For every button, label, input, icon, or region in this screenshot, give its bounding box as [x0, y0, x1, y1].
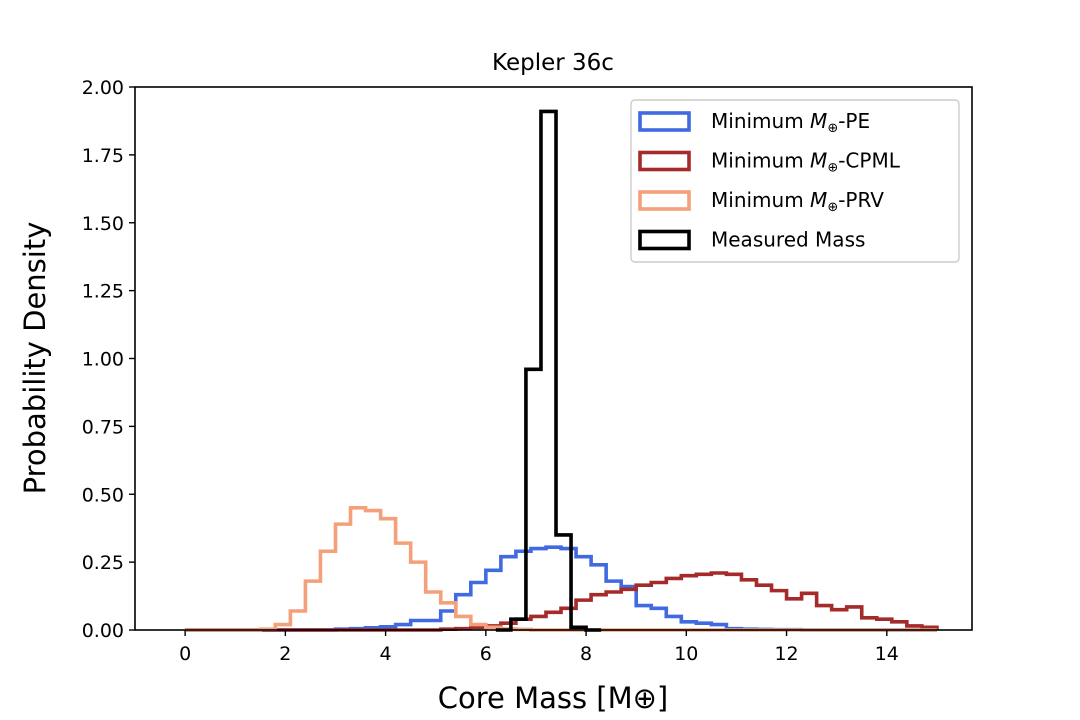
y-axis: 0.00 0.25 0.50 0.75 1.00 1.25 1.50 1.75 2.00	[82, 77, 135, 642]
y-tick-label: 0.75	[82, 416, 124, 438]
legend-label-math: M	[810, 109, 827, 133]
legend-swatch-3	[638, 229, 691, 251]
y-tick-label: 1.25	[82, 281, 124, 303]
legend-label-prefix: Minimum	[711, 188, 810, 212]
x-tick-label: 4	[380, 643, 392, 665]
series-0-histogram	[185, 545, 937, 632]
x-tick-label: 14	[875, 643, 899, 665]
x-axis-label: Core Mass [M⊕]	[438, 681, 669, 715]
chart-title: Kepler 36c	[492, 50, 614, 76]
legend-label-1: Minimum M⊕-CPML	[711, 149, 901, 176]
y-tick-label: 1.50	[82, 213, 124, 235]
y-tick-label: 1.00	[82, 349, 124, 371]
legend-label-prefix: Minimum	[711, 109, 810, 133]
legend-swatch-2	[638, 190, 691, 211]
y-tick-label: 0.00	[82, 620, 124, 642]
legend-label-suffix: -PRV	[838, 188, 884, 212]
legend-label-prefix: Measured Mass	[711, 228, 865, 252]
series-3-histogram	[495, 109, 602, 632]
x-tick-label: 2	[279, 643, 291, 665]
legend-label-suffix: -CPML	[838, 149, 900, 173]
x-tick-label: 10	[674, 643, 698, 665]
legend-label-2: Minimum M⊕-PRV	[711, 188, 884, 215]
y-axis-label: Probability Density	[18, 222, 52, 495]
y-tick-label: 0.50	[82, 484, 124, 506]
series-1-histogram	[185, 571, 939, 632]
legend-label-0: Minimum M⊕-PE	[711, 109, 870, 136]
legend-label-suffix: -PE	[838, 109, 870, 133]
legend-label-sub: ⊕	[827, 161, 838, 176]
legend-label-math: M	[810, 149, 827, 173]
x-tick-label: 6	[480, 643, 492, 665]
y-tick-label: 2.00	[82, 77, 124, 99]
legend-swatch-0	[638, 111, 691, 132]
x-tick-label: 8	[580, 643, 592, 665]
legend-swatch-1	[638, 150, 691, 172]
legend-label-3: Measured Mass	[711, 228, 865, 252]
y-tick-label: 0.25	[82, 552, 124, 574]
legend-label-math: M	[810, 188, 827, 212]
x-tick-label: 12	[774, 643, 798, 665]
legend-label-sub: ⊕	[827, 121, 838, 136]
legend-label-prefix: Minimum	[711, 149, 810, 173]
x-axis: 0 2 4 6 8 10 12 14	[179, 630, 899, 665]
x-tick-label: 0	[179, 643, 191, 665]
y-tick-label: 1.75	[82, 145, 124, 167]
legend-box	[630, 99, 960, 263]
legend-label-sub: ⊕	[827, 200, 838, 215]
